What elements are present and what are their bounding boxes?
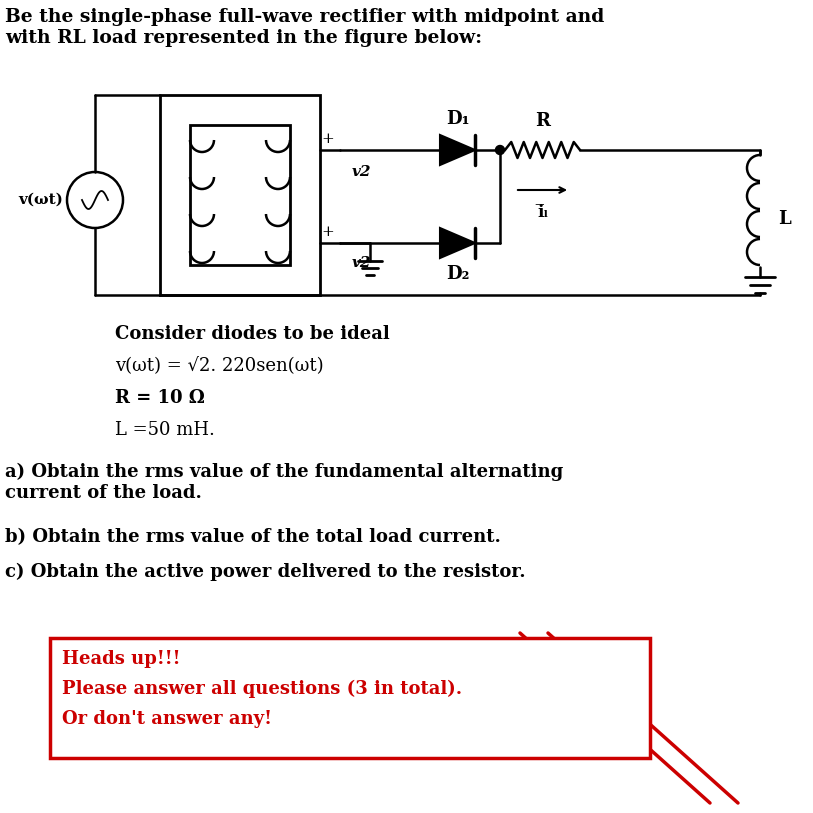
Polygon shape <box>440 228 475 258</box>
Text: D₂: D₂ <box>446 265 469 283</box>
Text: v(ωt): v(ωt) <box>18 193 63 207</box>
Text: v(ωt) = √2. 220sen(ωt): v(ωt) = √2. 220sen(ωt) <box>115 357 324 375</box>
Text: +: + <box>322 132 334 146</box>
Text: iₗ: iₗ <box>537 204 548 221</box>
Bar <box>190 125 290 265</box>
Text: R: R <box>535 112 550 130</box>
Bar <box>160 95 320 295</box>
Text: D₁: D₁ <box>446 110 469 128</box>
Circle shape <box>495 146 505 154</box>
Text: Heads up!!!
Please answer all questions (3 in total).
Or don't answer any!: Heads up!!! Please answer all questions … <box>62 650 462 728</box>
Polygon shape <box>440 135 475 165</box>
Text: L: L <box>778 210 791 228</box>
Text: c) Obtain the active power delivered to the resistor.: c) Obtain the active power delivered to … <box>5 563 526 581</box>
Text: +: + <box>322 225 334 239</box>
Bar <box>50 638 650 758</box>
Text: L =50 mH.: L =50 mH. <box>115 421 215 439</box>
Text: R = 10 Ω: R = 10 Ω <box>115 389 205 407</box>
Text: v2: v2 <box>352 256 372 270</box>
Text: a) Obtain the rms value of the fundamental alternating
current of the load.: a) Obtain the rms value of the fundament… <box>5 463 563 502</box>
Text: v2: v2 <box>352 165 372 179</box>
Text: Be the single-phase full-wave rectifier with midpoint and
with RL load represent: Be the single-phase full-wave rectifier … <box>5 8 604 47</box>
Text: b) Obtain the rms value of the total load current.: b) Obtain the rms value of the total loa… <box>5 528 501 546</box>
Text: Consider diodes to be ideal: Consider diodes to be ideal <box>115 325 389 343</box>
